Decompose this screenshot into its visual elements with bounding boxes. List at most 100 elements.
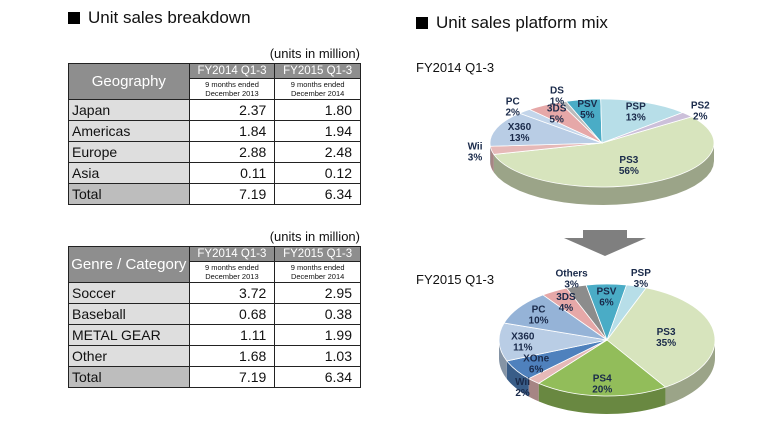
column-header-fy2014: FY2014 Q1-3 <box>188 246 276 262</box>
row-label: Asia <box>68 162 190 184</box>
total-row: Total 7.19 6.34 <box>68 366 361 388</box>
pie-label-name: 3DS <box>547 104 567 115</box>
pie-side-wii <box>528 378 539 402</box>
pie-side-ps3 <box>665 340 715 406</box>
pie-label-name: PSV <box>577 99 597 110</box>
pie-label-name: PC <box>506 97 520 108</box>
pie-label-value: 2% <box>693 111 708 122</box>
table-row: Europe 2.88 2.48 <box>68 141 361 163</box>
total-row: Total 7.19 6.34 <box>68 183 361 205</box>
pie-label-name: PS3 <box>657 327 676 338</box>
pie-label-name: PS4 <box>593 374 612 385</box>
cell-value: 1.99 <box>274 324 361 346</box>
pie-label-value: 13% <box>626 112 646 123</box>
pie-label-value: 11% <box>513 343 533 354</box>
pie-slice-x360 <box>498 322 608 362</box>
geography-header: Geography <box>68 63 190 100</box>
sub-line2: December 2014 <box>290 89 345 98</box>
pie-label-name: PS2 <box>691 100 710 111</box>
sub-line1: 9 months ended <box>205 263 259 272</box>
row-label: Europe <box>68 141 190 163</box>
platform-mix-title: Unit sales platform mix <box>416 13 608 33</box>
pie-label-name: 3DS <box>556 292 576 303</box>
cell-value: 0.68 <box>188 303 276 325</box>
sub-line2: December 2014 <box>290 272 345 281</box>
pie-label-name: X360 <box>508 122 532 133</box>
pie1-period-label: FY2014 Q1-3 <box>416 60 495 75</box>
pie-label-name: Others <box>555 268 588 279</box>
unit-sales-breakdown-title: Unit sales breakdown <box>68 8 251 28</box>
pie-label-value: 4% <box>559 303 574 314</box>
genre-header: Genre / Category <box>68 246 190 283</box>
row-label: Japan <box>68 99 190 121</box>
table-row: Baseball 0.68 0.38 <box>68 303 361 325</box>
row-label: Baseball <box>68 303 190 325</box>
pie-slice-ps4 <box>537 339 667 397</box>
pie-label-name: PSV <box>596 286 616 297</box>
sub-line2: December 2013 <box>205 272 259 281</box>
pie-label-value: 10% <box>529 316 549 327</box>
pie-label-value: 56% <box>619 166 639 177</box>
total-value: 7.19 <box>188 366 276 388</box>
cell-value: 2.48 <box>274 141 361 163</box>
pie-label-value: 1% <box>550 97 565 108</box>
pie-label-value: 6% <box>529 365 544 376</box>
table-row: Japan 2.37 1.80 <box>68 99 361 121</box>
pie-side-ps4 <box>538 383 666 414</box>
pie-label-value: 13% <box>509 133 529 144</box>
total-label: Total <box>68 366 190 388</box>
pie-side-x360 <box>499 340 507 379</box>
pie-label-value: 5% <box>580 110 595 121</box>
table-row: METAL GEAR 1.11 1.99 <box>68 324 361 346</box>
pie-slice-ps3 <box>493 116 715 188</box>
cell-value: 1.11 <box>188 324 276 346</box>
row-label: Americas <box>68 120 190 142</box>
pie-slice-psp <box>600 98 684 144</box>
pie-slice-ps3 <box>606 287 716 388</box>
sub-line1: 9 months ended <box>290 263 345 272</box>
pie-label-value: 2% <box>515 388 530 399</box>
pie-label-value: 6% <box>599 297 614 308</box>
title-text: Unit sales platform mix <box>436 13 608 32</box>
column-subheader-fy2015: 9 months ended December 2014 <box>274 78 361 100</box>
table-row: Asia 0.11 0.12 <box>68 162 361 184</box>
cell-value: 2.88 <box>188 141 276 163</box>
pie-label-value: 3% <box>564 279 579 290</box>
pie-label-value: 35% <box>656 338 676 349</box>
total-value: 6.34 <box>274 366 361 388</box>
cell-value: 0.11 <box>188 162 276 184</box>
units-note-genre: (units in million) <box>269 229 360 244</box>
column-subheader-fy2014: 9 months ended December 2013 <box>188 261 276 283</box>
pie-slice-x360 <box>489 112 603 147</box>
pie-label-value: 5% <box>549 115 564 126</box>
sub-line1: 9 months ended <box>290 80 345 89</box>
row-label: Other <box>68 345 190 367</box>
pie-label-name: X360 <box>511 332 535 343</box>
pie-side-wii <box>490 146 494 173</box>
table-row: Other 1.68 1.03 <box>68 345 361 367</box>
pie-side-xone <box>506 360 529 397</box>
column-subheader-fy2015: 9 months ended December 2014 <box>274 261 361 283</box>
column-header-fy2015: FY2015 Q1-3 <box>274 246 361 262</box>
total-value: 7.19 <box>188 183 276 205</box>
down-arrow-icon <box>564 230 646 256</box>
pie-label-name: Wii <box>468 141 483 152</box>
total-label: Total <box>68 183 190 205</box>
pie-label-name: Wii <box>515 377 530 388</box>
sub-line2: December 2013 <box>205 89 259 98</box>
pie-slice-psp <box>606 284 647 341</box>
square-bullet-icon <box>68 12 80 24</box>
geography-table: Geography FY2014 Q1-3 FY2015 Q1-3 9 mont… <box>68 63 361 205</box>
pie-slice-ps2 <box>601 112 693 144</box>
pie-label-value: 3% <box>634 279 649 290</box>
genre-table: Genre / Category FY2014 Q1-3 FY2015 Q1-3… <box>68 246 361 388</box>
cell-value: 1.68 <box>188 345 276 367</box>
cell-value: 0.38 <box>274 303 361 325</box>
pie-fy2015: PS335%PS420%Wii2%XOne6%X36011%PC10%3DS4%… <box>498 268 716 414</box>
pie-side-ps3 <box>493 143 714 205</box>
pie-label-name: DS <box>550 86 564 97</box>
title-text: Unit sales breakdown <box>88 8 251 27</box>
pie-label-name: PC <box>532 305 546 316</box>
pie-label-value: 3% <box>468 152 483 163</box>
